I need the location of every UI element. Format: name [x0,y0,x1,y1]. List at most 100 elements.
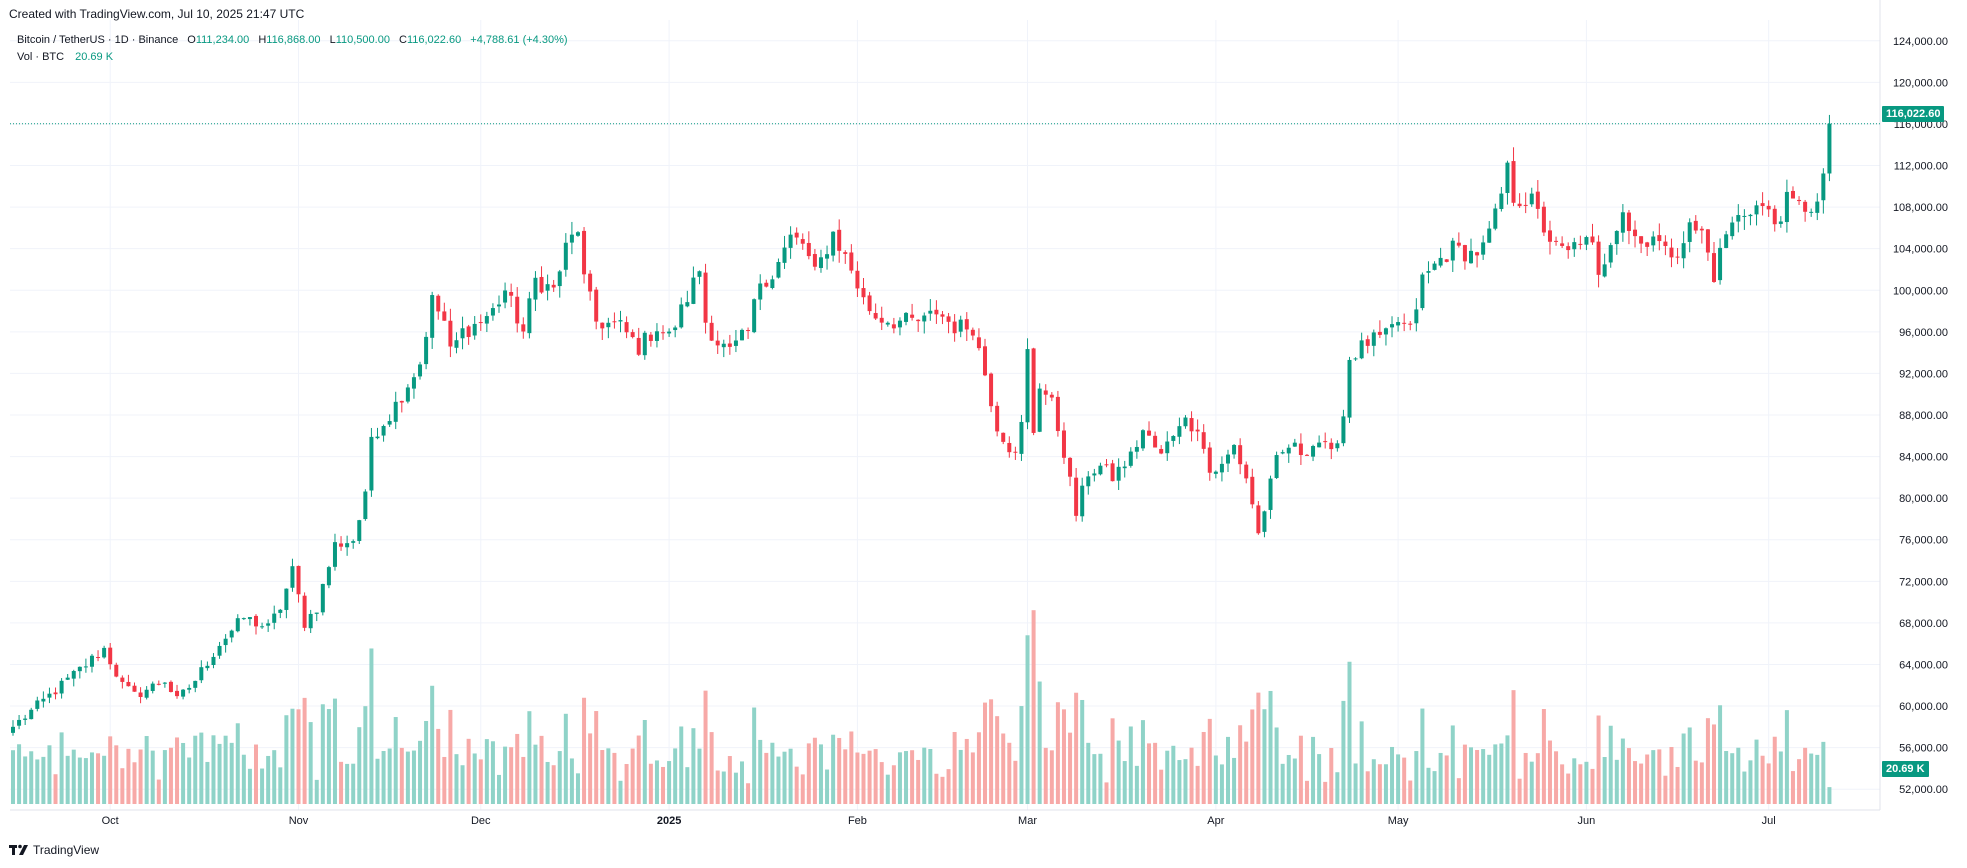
candle-body [1620,212,1625,233]
volume-bar [667,761,672,804]
candle-body [1286,447,1291,454]
candle-body [1226,454,1230,464]
candle-body [946,316,951,322]
volume-bar [1475,749,1480,804]
volume-bar [1578,764,1583,804]
volume-bar [557,751,562,804]
volume-bar [970,752,975,804]
volume-bar [630,748,635,804]
candle-body [332,542,337,567]
candle-body [1043,390,1048,395]
candle-body [217,645,222,656]
volume-bar [284,715,289,804]
volume-bar [758,739,763,804]
volume-bar [958,749,963,804]
candle-body [1529,193,1534,205]
candle-body [162,682,167,684]
volume-bar [1547,740,1552,804]
volume-bar [490,741,495,804]
volume-bar [1189,747,1194,804]
candle-body [1444,259,1449,262]
volume-bar [162,750,167,804]
volume-bar [150,750,155,804]
candle-body [1317,442,1322,448]
volume-bar [1481,749,1486,804]
volume-bar [995,716,1000,804]
volume-bar [132,762,137,804]
volume-bar [53,774,58,804]
candle-body [1535,191,1540,209]
candle-body [1128,451,1133,466]
candle-body [29,709,34,720]
close-label: C [399,34,407,46]
candle-body [1189,418,1194,432]
volume-bar [229,742,234,804]
candle-body [1007,442,1012,453]
volume-bar [563,713,568,804]
candle-body [1462,245,1467,262]
volume-bar [332,698,337,804]
volume-bar [831,734,836,804]
volume-bar [849,731,854,804]
candle-body [1560,243,1565,246]
volume-bar [794,766,799,804]
volume-bar [588,733,593,804]
tradingview-logo-icon [9,844,28,855]
candle-body [223,638,228,646]
symbol-title[interactable]: Bitcoin / TetherUS · 1D · Binance [17,34,179,46]
volume-bar [788,748,793,804]
volume-bar [181,742,186,804]
volume-bar [697,748,702,804]
candle-body [910,314,915,318]
candle-body [1797,199,1802,202]
candle-body [23,718,28,720]
candle-body [284,588,289,610]
candle-body [630,332,635,338]
footer-brand[interactable]: TradingView [9,843,99,857]
volume-bar [466,738,471,804]
volume-bar [952,731,957,804]
volume-bar [1705,718,1710,804]
volume-bar [1232,757,1237,804]
volume-label[interactable]: Vol · BTC [17,51,65,63]
candle-body [436,295,441,312]
volume-bar [1614,759,1619,804]
candle-body [897,320,902,328]
volume-bar [1456,778,1461,804]
candle-body [266,623,271,626]
volume-bar [1517,778,1522,804]
candle-body [1080,485,1085,517]
volume-bar [241,754,246,804]
volume-bars [11,610,1832,804]
candle-body [703,272,708,323]
candle-body [1760,203,1765,207]
volume-bar [1377,764,1382,804]
candle-body [855,270,860,289]
candle-body [296,565,301,595]
volume-bar [211,735,216,804]
candle-body [770,279,775,289]
y-tick-label: 68,000.00 [1899,618,1948,630]
candle-body [1134,446,1139,452]
y-tick-label: 72,000.00 [1899,576,1948,588]
volume-bar [1803,747,1808,804]
candle-body [1219,463,1224,473]
volume-bar [545,761,550,804]
volume-bar [1098,753,1103,804]
volume-bar [782,751,787,804]
volume-bar [96,753,101,804]
volume-bar [326,709,331,804]
candle-body [1748,214,1753,217]
volume-bar [1469,747,1473,804]
volume-bar [1329,747,1334,804]
candle-body [175,690,180,697]
volume-bar [1298,735,1303,804]
volume-bar [685,767,690,804]
candle-body [1159,448,1164,454]
volume-bar [430,685,435,804]
y-tick-label: 88,000.00 [1899,410,1948,422]
candle-body [1742,215,1747,217]
volume-bar [1572,758,1577,804]
candle-body [1784,191,1789,223]
